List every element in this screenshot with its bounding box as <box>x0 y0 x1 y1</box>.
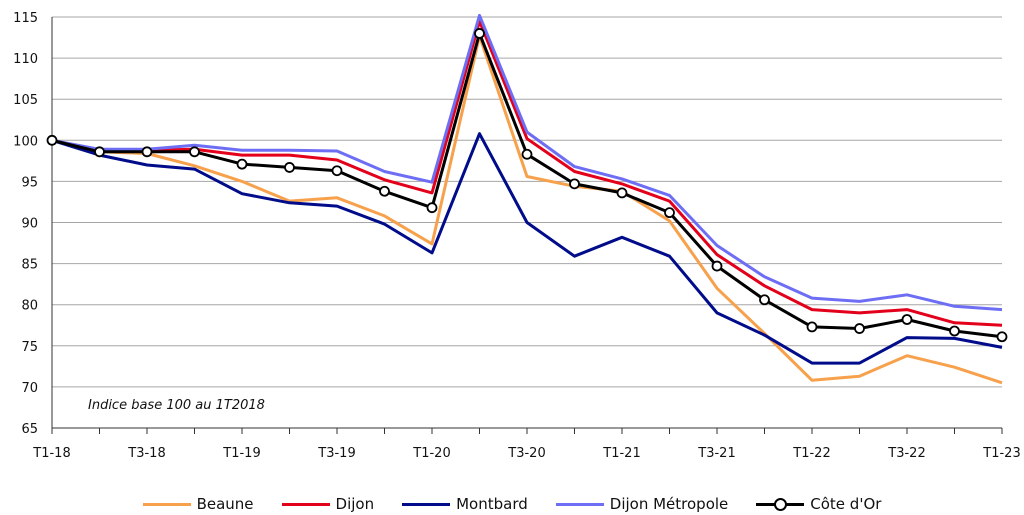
data-point-marker <box>189 146 200 158</box>
legend-swatch <box>281 496 330 512</box>
data-point-marker <box>616 187 628 199</box>
series-line <box>51 13 1003 312</box>
y-tick-label: 100 <box>13 134 38 149</box>
x-tick-label: T1-23 <box>982 446 1020 461</box>
axes: 65 70 75 80 85 90 95 100 105 110 115 T1-18 T3-18 T1-1… <box>13 11 1021 461</box>
base-index-annotation: Indice base 100 au 1T2018 <box>88 398 265 413</box>
data-point-marker <box>379 185 390 197</box>
data-point-marker <box>236 158 248 170</box>
y-tick-label: 95 <box>21 175 38 190</box>
y-tick-label: 85 <box>21 258 38 273</box>
y-tick-label: 105 <box>13 93 38 108</box>
series-line <box>51 19 1003 327</box>
y-tick-label: 110 <box>13 52 38 67</box>
data-point-marker <box>94 146 105 158</box>
legend-item: Beaune <box>142 495 254 513</box>
data-point-marker <box>474 28 485 39</box>
legend-swatch <box>142 496 191 512</box>
y-tick-label: 90 <box>21 217 38 232</box>
data-point-marker <box>331 165 343 177</box>
x-tick-label: T1-20 <box>412 446 450 461</box>
data-point-marker <box>426 202 438 214</box>
data-point-marker <box>901 314 913 325</box>
data-point-marker <box>806 321 818 333</box>
y-tick-label: 80 <box>21 299 38 314</box>
x-tick-label: T3-19 <box>317 446 355 461</box>
legend-label: Côte d'Or <box>810 495 882 513</box>
legend-item: Dijon Métropole <box>555 495 729 513</box>
data-point-marker <box>46 134 58 146</box>
data-point-marker <box>141 146 153 158</box>
x-tick-label: T1-18 <box>32 446 70 461</box>
series-line <box>51 31 1003 339</box>
data-point-marker <box>664 207 675 219</box>
x-tick-label: T3-20 <box>507 446 545 461</box>
x-tick-label: T3-18 <box>127 446 165 461</box>
legend-label: Dijon <box>335 495 375 513</box>
x-tick-label: T1-21 <box>602 446 640 461</box>
legend-item: Dijon <box>281 495 375 513</box>
legend-label: Montbard <box>456 495 528 513</box>
x-tick-label: T3-21 <box>697 446 735 461</box>
data-point-marker <box>854 323 865 334</box>
legend-item: Côte d'Or <box>756 495 881 513</box>
series-line <box>51 132 1003 365</box>
series-markers <box>46 28 1008 343</box>
data-point-marker <box>711 260 723 272</box>
data-point-marker <box>996 331 1008 343</box>
legend-item: Montbard <box>402 495 528 513</box>
data-point-marker <box>521 148 533 160</box>
y-tick-label: 115 <box>13 11 38 26</box>
legend-label: Dijon Métropole <box>609 495 729 513</box>
x-tick-label: T1-22 <box>792 446 830 461</box>
data-point-marker <box>949 325 960 337</box>
data-point-marker <box>759 294 770 306</box>
chart-legend: Beaune Dijon Montbard Dijon Métropole Côte d… <box>0 494 1024 514</box>
x-tick-label: T3-22 <box>887 446 925 461</box>
y-tick-label: 75 <box>21 340 38 355</box>
y-tick-label: 70 <box>21 381 38 396</box>
legend-swatch <box>756 496 805 512</box>
x-tick-label: T1-19 <box>222 446 260 461</box>
series-line <box>51 34 1003 385</box>
legend-swatch <box>555 496 604 512</box>
y-tick-label: 65 <box>21 422 38 437</box>
data-point-marker <box>284 162 295 173</box>
data-point-marker <box>569 178 580 190</box>
legend-swatch <box>402 496 451 512</box>
legend-label: Beaune <box>196 495 254 513</box>
